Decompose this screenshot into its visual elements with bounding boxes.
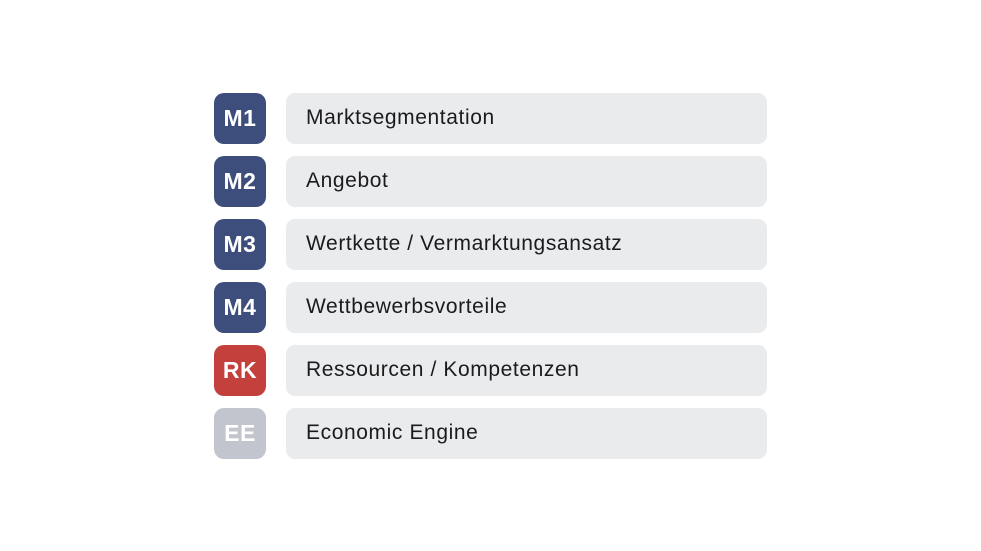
list-item-ee: EE Economic Engine (214, 407, 767, 459)
item-code-badge: RK (214, 344, 266, 396)
item-label-bar: Angebot (286, 155, 767, 207)
item-code-badge: M4 (214, 281, 266, 333)
strategy-element-list: M1 Marktsegmentation M2 Angebot M3 Wertk… (214, 92, 767, 459)
item-label-bar: Wettbewerbsvorteile (286, 281, 767, 333)
list-item-m1: M1 Marktsegmentation (214, 92, 767, 144)
item-label-bar: Wertkette / Vermarktungsansatz (286, 218, 767, 270)
item-code-badge: M3 (214, 218, 266, 270)
item-label: Wettbewerbsvorteile (306, 295, 508, 318)
item-code-badge: M2 (214, 155, 266, 207)
item-label-bar: Marktsegmentation (286, 92, 767, 144)
list-item-m3: M3 Wertkette / Vermarktungsansatz (214, 218, 767, 270)
item-label: Ressourcen / Kompetenzen (306, 358, 580, 381)
list-item-m4: M4 Wettbewerbsvorteile (214, 281, 767, 333)
item-label-bar: Economic Engine (286, 407, 767, 459)
list-item-m2: M2 Angebot (214, 155, 767, 207)
item-label: Wertkette / Vermarktungsansatz (306, 232, 623, 255)
list-item-rk: RK Ressourcen / Kompetenzen (214, 344, 767, 396)
item-label: Angebot (306, 169, 389, 192)
item-label-bar: Ressourcen / Kompetenzen (286, 344, 767, 396)
item-label: Marktsegmentation (306, 106, 495, 129)
item-label: Economic Engine (306, 421, 479, 444)
item-code-badge: EE (214, 407, 266, 459)
item-code-badge: M1 (214, 92, 266, 144)
